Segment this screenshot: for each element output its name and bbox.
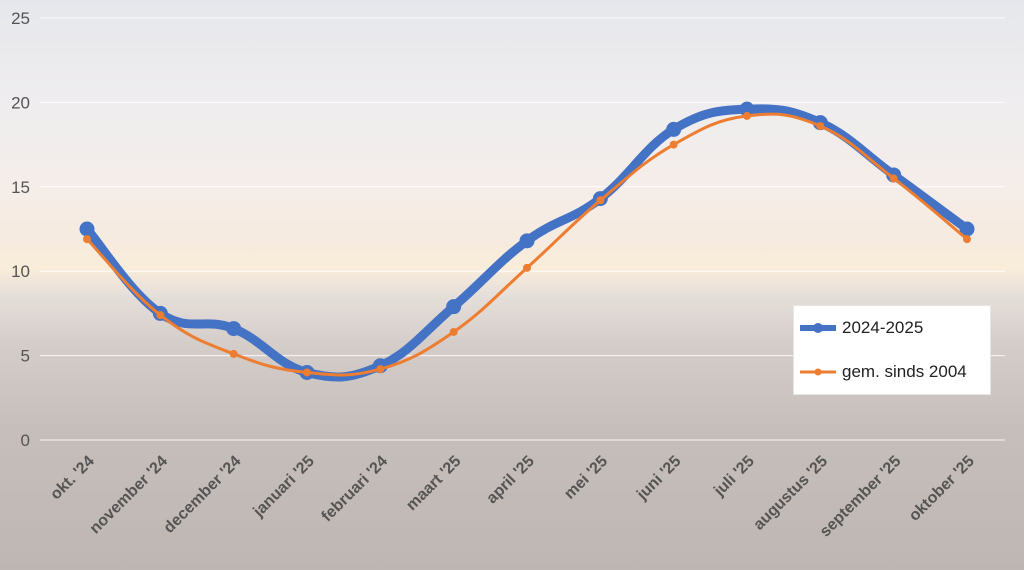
x-tick-label: februari '24 <box>319 453 392 526</box>
x-tick-label: juni '25 <box>633 453 684 504</box>
data-point <box>889 174 898 183</box>
x-tick-label: juli '25 <box>710 453 758 501</box>
x-tick-label: januari '25 <box>250 453 318 521</box>
y-axis-ticks: 25 20 15 10 5 0 <box>11 9 30 450</box>
y-tick-label: 5 <box>21 347 30 366</box>
data-point <box>743 111 751 120</box>
legend-swatch-series-2 <box>798 360 838 384</box>
data-point <box>226 321 242 337</box>
x-tick-label: april '25 <box>483 453 537 507</box>
data-point <box>156 311 165 320</box>
y-tick-label: 15 <box>11 178 30 197</box>
y-tick-label: 0 <box>21 431 30 450</box>
x-tick-label: november '24 <box>87 453 172 538</box>
data-point <box>79 221 95 237</box>
data-point <box>519 233 535 249</box>
data-point <box>963 235 971 244</box>
data-point <box>449 327 458 336</box>
data-point <box>959 221 975 237</box>
data-point <box>739 101 755 117</box>
legend-item-series-2: gem. sinds 2004 <box>798 360 967 384</box>
gridlines <box>40 17 1005 441</box>
x-tick-label: augustus '25 <box>750 453 831 534</box>
legend-label-series-1: 2024-2025 <box>842 318 924 337</box>
y-tick-label: 20 <box>11 93 30 112</box>
legend-item-series-1: 2024-2025 <box>797 316 924 340</box>
data-point <box>816 122 825 131</box>
data-point <box>303 368 311 377</box>
legend-swatch-series-1 <box>797 316 839 340</box>
series-layer <box>79 101 975 382</box>
data-point <box>229 349 238 358</box>
x-tick-label: mei '25 <box>561 453 611 503</box>
x-tick-label: okt. '24 <box>47 453 98 504</box>
x-tick-label: december '24 <box>161 453 245 537</box>
data-point <box>596 196 605 205</box>
y-tick-label: 10 <box>11 262 30 281</box>
y-tick-label: 25 <box>11 9 30 28</box>
data-point <box>523 263 531 272</box>
data-point <box>666 121 682 137</box>
data-point <box>376 365 385 374</box>
data-point <box>446 299 462 315</box>
legend-label-series-2: gem. sinds 2004 <box>842 362 967 381</box>
legend: 2024-2025 gem. sinds 2004 <box>793 305 991 395</box>
x-tick-label: oktober '25 <box>906 453 978 525</box>
data-point <box>669 140 678 149</box>
data-point <box>83 235 91 244</box>
series-2 <box>83 111 971 377</box>
x-tick-label: maart '25 <box>403 453 464 514</box>
